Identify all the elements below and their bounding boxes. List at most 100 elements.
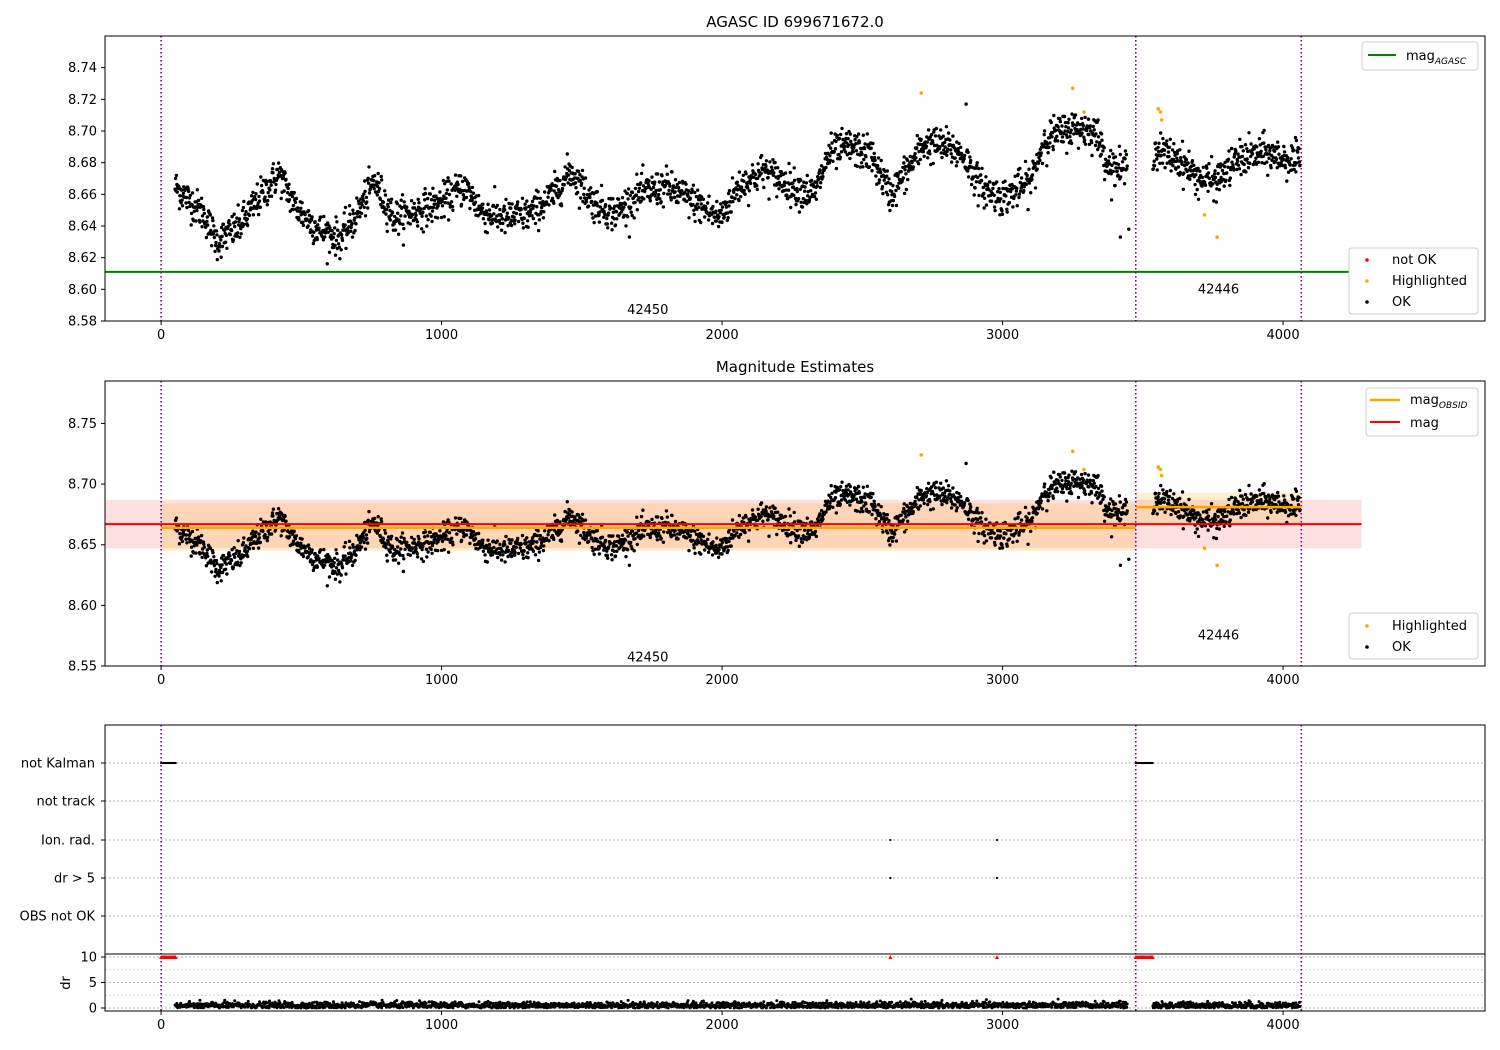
ok-point bbox=[1210, 174, 1215, 179]
ok-point bbox=[277, 170, 282, 175]
ok-point bbox=[1274, 157, 1279, 162]
ok-point bbox=[777, 187, 781, 191]
ok-point bbox=[464, 195, 469, 200]
ok-point bbox=[1167, 145, 1172, 149]
ok-point bbox=[1101, 149, 1105, 153]
ok-point bbox=[664, 164, 669, 168]
ok-point bbox=[563, 509, 567, 514]
ok-point bbox=[1118, 235, 1123, 239]
ok-point bbox=[1060, 478, 1064, 483]
ok-point bbox=[251, 190, 255, 195]
ok-point bbox=[233, 224, 237, 229]
ok-point bbox=[279, 534, 283, 538]
ok-point bbox=[1082, 489, 1087, 493]
ok-point bbox=[830, 491, 834, 495]
ok-point bbox=[554, 184, 559, 188]
ok-point bbox=[615, 217, 619, 221]
ok-point bbox=[974, 180, 979, 184]
ok-point bbox=[291, 203, 296, 208]
ok-point bbox=[1262, 141, 1266, 145]
ok-point bbox=[819, 164, 824, 168]
ok-point bbox=[426, 550, 430, 554]
ok-point bbox=[533, 553, 538, 557]
ok-point bbox=[1078, 477, 1082, 481]
ok-point bbox=[1083, 115, 1087, 120]
ok-point bbox=[178, 531, 182, 536]
ok-point bbox=[973, 166, 978, 170]
ok-point bbox=[802, 528, 807, 532]
ok-point bbox=[1111, 513, 1116, 517]
ok-point bbox=[367, 165, 371, 169]
ok-point bbox=[711, 204, 715, 209]
ok-point bbox=[1235, 167, 1239, 172]
ok-point bbox=[1282, 150, 1287, 154]
ok-point bbox=[538, 201, 542, 205]
ok-point bbox=[1157, 141, 1161, 145]
ok-point bbox=[731, 536, 735, 540]
ok-point bbox=[506, 548, 511, 553]
ok-point bbox=[503, 560, 507, 564]
ok-point bbox=[296, 541, 300, 545]
ok-point bbox=[559, 191, 563, 195]
ok-point bbox=[862, 157, 866, 162]
ok-point bbox=[184, 537, 188, 541]
ok-point bbox=[1272, 149, 1277, 153]
ok-point bbox=[676, 185, 681, 190]
ok-point bbox=[693, 529, 697, 533]
ok-point bbox=[665, 515, 669, 519]
ok-point bbox=[861, 485, 865, 489]
ok-point bbox=[300, 537, 304, 541]
ok-point bbox=[856, 484, 861, 489]
ok-point bbox=[926, 481, 931, 485]
ok-point bbox=[999, 534, 1003, 538]
highlighted-point bbox=[1158, 110, 1163, 114]
ok-point bbox=[569, 183, 573, 187]
ok-point bbox=[613, 540, 617, 544]
ok-point bbox=[238, 563, 242, 568]
ok-point bbox=[1030, 177, 1034, 182]
ok-point bbox=[931, 161, 935, 166]
ok-point bbox=[989, 536, 994, 540]
ok-point bbox=[582, 192, 586, 197]
ok-point bbox=[1091, 124, 1096, 129]
ok-point bbox=[776, 166, 780, 170]
ok-point bbox=[500, 217, 505, 221]
ok-point bbox=[372, 520, 376, 524]
ok-point bbox=[1090, 153, 1094, 158]
ok-point bbox=[414, 546, 418, 551]
ok-point bbox=[399, 535, 403, 539]
ok-point bbox=[582, 186, 586, 190]
ok-point bbox=[375, 193, 379, 197]
ok-point bbox=[483, 221, 487, 226]
ok-point bbox=[977, 531, 981, 536]
ok-point bbox=[589, 536, 594, 540]
ok-point bbox=[1115, 513, 1119, 517]
ok-point bbox=[686, 189, 691, 193]
ok-point bbox=[596, 204, 600, 208]
ok-point bbox=[362, 192, 366, 196]
ok-point bbox=[1222, 509, 1227, 514]
ok-point bbox=[805, 516, 809, 520]
ok-point bbox=[510, 538, 514, 542]
ok-point bbox=[888, 208, 892, 213]
ok-point bbox=[892, 194, 897, 199]
ok-point bbox=[959, 145, 963, 149]
ok-point bbox=[872, 155, 877, 160]
ok-point bbox=[917, 149, 921, 154]
ok-point bbox=[243, 213, 247, 217]
ok-point bbox=[200, 555, 204, 560]
ok-point bbox=[1222, 515, 1226, 519]
ok-point bbox=[503, 230, 507, 235]
ok-point bbox=[1066, 121, 1070, 125]
ok-point bbox=[263, 195, 267, 199]
ok-point bbox=[1094, 132, 1098, 136]
ok-point bbox=[659, 200, 663, 204]
ok-point bbox=[1207, 176, 1212, 180]
ok-point bbox=[1238, 137, 1242, 141]
ok-point bbox=[658, 188, 662, 192]
ok-point bbox=[1109, 497, 1113, 501]
ok-point bbox=[980, 511, 984, 515]
ok-point bbox=[493, 185, 497, 189]
ok-point bbox=[1164, 142, 1169, 147]
ok-point bbox=[992, 540, 997, 545]
